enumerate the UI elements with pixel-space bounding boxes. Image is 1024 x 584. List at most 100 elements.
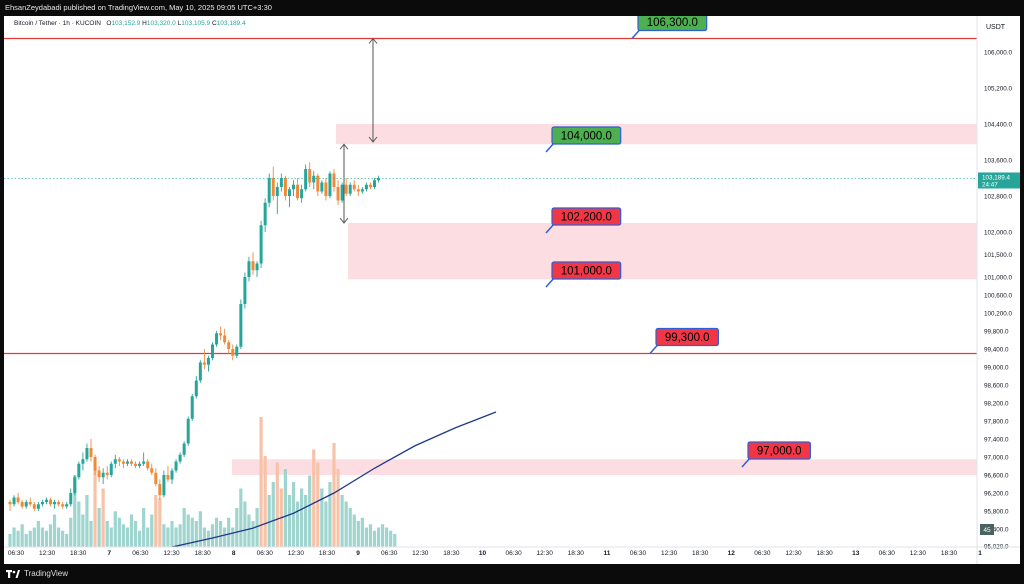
candle-body <box>316 175 320 192</box>
candle-body <box>287 189 291 196</box>
candle-body <box>259 225 263 264</box>
label-text: 106,300.0 <box>647 17 698 29</box>
candle <box>190 394 194 421</box>
candle-body <box>304 169 308 190</box>
candle-body <box>219 333 223 336</box>
candle <box>109 461 113 478</box>
time-tick: 06:30 <box>505 550 522 557</box>
candle <box>162 470 166 498</box>
price-tick: 97,000.0 <box>984 455 1009 462</box>
candle <box>150 463 154 475</box>
candle-body <box>28 502 32 505</box>
candle <box>239 299 243 349</box>
label-box <box>551 261 622 280</box>
volume-bar <box>117 517 121 547</box>
candle-body <box>202 362 206 365</box>
candle <box>368 182 372 190</box>
candle-body <box>24 502 28 507</box>
candle <box>292 180 295 196</box>
candle <box>134 461 138 469</box>
last-price-text: 103,189.4 <box>982 174 1011 181</box>
volume-bar <box>150 514 154 547</box>
time-tick: 12:30 <box>537 550 554 557</box>
candle-body <box>182 443 186 455</box>
time-tick: 18:30 <box>319 550 336 557</box>
tradingview-logo-icon <box>6 570 20 578</box>
volume-bar <box>69 517 73 547</box>
volume-bar <box>340 495 344 547</box>
label-pointer <box>545 142 555 153</box>
candle <box>117 457 121 466</box>
price-tick: 101,000.0 <box>984 275 1013 282</box>
volume-bar <box>20 524 24 547</box>
candle <box>125 459 129 466</box>
volume-bar <box>251 521 255 547</box>
low-value: 103,105.9 <box>181 20 211 27</box>
candle-body <box>283 178 287 196</box>
label-box <box>551 126 622 145</box>
time-tick: 1 <box>978 550 982 557</box>
candle <box>340 182 344 203</box>
volume-bar <box>16 530 20 547</box>
volume-bar <box>300 488 304 547</box>
candle <box>287 187 291 208</box>
candle-body <box>69 493 73 505</box>
candle <box>28 497 32 507</box>
volume-bar <box>291 482 296 547</box>
price-chart[interactable]: 106,300.0 104,000.0 102,200.0 101,000.0 99,3… <box>4 16 1020 564</box>
volume-bar <box>304 495 308 547</box>
volume-bar <box>44 530 49 547</box>
price-tick: 99,800.0 <box>984 329 1009 336</box>
price-tick: 97,800.0 <box>984 419 1009 426</box>
volume-bar <box>113 511 117 547</box>
time-tick: 06:30 <box>132 550 149 557</box>
volume-bar <box>81 514 85 547</box>
time-tick: 18:30 <box>941 550 958 557</box>
chart-frame[interactable]: Bitcoin / Tether · 1h · KUCOIN O103,152.… <box>4 16 1020 564</box>
time-tick: 10 <box>479 550 487 557</box>
candle-body <box>20 502 24 507</box>
candle <box>227 340 231 354</box>
label-box <box>655 327 720 347</box>
candle <box>166 466 170 482</box>
volume-bar <box>336 469 340 547</box>
volume-bar <box>125 527 130 547</box>
price-tick: 101,500.0 <box>984 252 1013 259</box>
candle-body <box>198 362 202 381</box>
volume-bar <box>8 534 12 547</box>
volume-bar <box>65 534 69 547</box>
volume-bar <box>348 508 352 547</box>
candle <box>364 182 368 192</box>
candle <box>174 459 178 473</box>
time-tick: 12:30 <box>39 550 56 557</box>
candle <box>182 441 186 457</box>
candle <box>275 182 279 214</box>
candle <box>324 178 328 201</box>
candle-body <box>81 459 85 464</box>
candle-body <box>247 261 251 277</box>
candle-body <box>97 470 101 478</box>
candle <box>271 166 275 201</box>
time-tick: 12:30 <box>163 550 180 557</box>
time-tick: 06:30 <box>879 550 896 557</box>
label-pointer <box>545 277 555 288</box>
candle-body <box>344 184 348 194</box>
volume-bar <box>385 527 389 547</box>
candle <box>69 488 73 507</box>
candle <box>53 499 57 509</box>
candle <box>344 178 348 196</box>
time-tick: 12:30 <box>661 550 678 557</box>
moving-average <box>171 411 497 548</box>
candle <box>97 466 101 482</box>
candle-body <box>125 461 129 464</box>
price-tick: 96,600.0 <box>984 473 1009 480</box>
candle-body <box>61 504 65 507</box>
open-value: 103,152.9 <box>111 20 141 27</box>
volume-bar <box>77 501 81 547</box>
candle <box>170 468 174 484</box>
volume-bar <box>89 521 93 547</box>
candle <box>348 182 352 196</box>
volume-bar <box>97 508 101 547</box>
candle-body <box>377 178 381 181</box>
candle-body <box>113 459 117 464</box>
